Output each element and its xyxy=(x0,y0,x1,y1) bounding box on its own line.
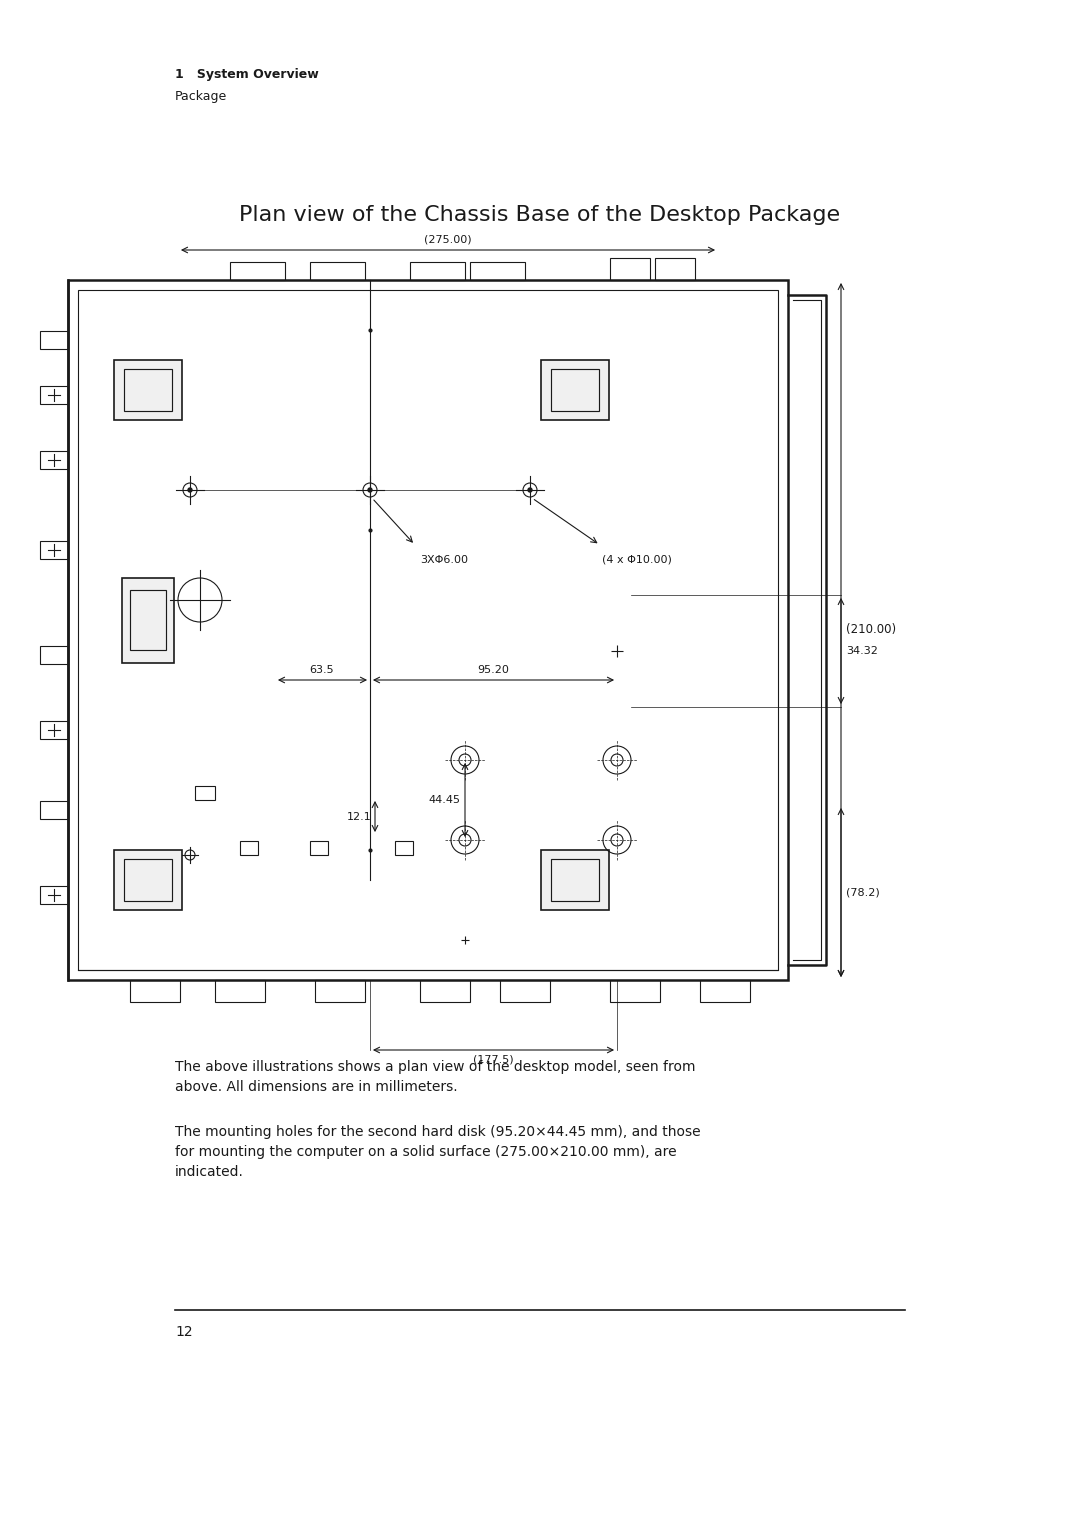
Bar xyxy=(654,258,696,280)
Bar xyxy=(40,332,68,348)
Bar xyxy=(541,850,609,911)
Text: Plan view of the Chassis Base of the Desktop Package: Plan view of the Chassis Base of the Des… xyxy=(240,205,840,225)
Bar xyxy=(310,840,328,856)
Text: 1   System Overview: 1 System Overview xyxy=(175,69,319,81)
Text: Package: Package xyxy=(175,90,227,102)
Bar xyxy=(610,258,650,280)
Bar xyxy=(40,721,68,740)
Bar xyxy=(551,859,598,902)
Text: 12.1: 12.1 xyxy=(348,811,372,822)
Bar xyxy=(40,646,68,665)
Text: (4 x Φ10.00): (4 x Φ10.00) xyxy=(602,555,672,565)
Text: 63.5: 63.5 xyxy=(310,665,335,675)
Bar xyxy=(700,979,750,1002)
Bar xyxy=(215,979,265,1002)
Bar xyxy=(420,979,470,1002)
Bar xyxy=(40,886,68,905)
Bar xyxy=(130,590,166,649)
Text: The above illustrations shows a plan view of the desktop model, seen from: The above illustrations shows a plan vie… xyxy=(175,1060,696,1074)
Bar xyxy=(410,261,465,280)
Bar xyxy=(610,979,660,1002)
Text: indicated.: indicated. xyxy=(175,1164,244,1180)
Bar xyxy=(114,850,183,911)
Circle shape xyxy=(528,487,532,492)
Circle shape xyxy=(368,487,372,492)
Text: 34.32: 34.32 xyxy=(846,646,878,656)
Text: (275.00): (275.00) xyxy=(424,235,472,244)
Text: 3XΦ6.00: 3XΦ6.00 xyxy=(420,555,468,565)
Text: 44.45: 44.45 xyxy=(428,795,460,805)
Bar xyxy=(40,801,68,819)
Bar xyxy=(40,451,68,469)
Bar xyxy=(240,840,258,856)
Bar xyxy=(122,578,174,663)
Text: (78.2): (78.2) xyxy=(846,888,880,897)
Text: (210.00): (210.00) xyxy=(846,623,896,637)
Bar xyxy=(500,979,550,1002)
Bar xyxy=(395,840,413,856)
Bar xyxy=(310,261,365,280)
Bar xyxy=(230,261,285,280)
Text: 12: 12 xyxy=(175,1325,192,1339)
Bar xyxy=(40,541,68,559)
Text: (177.5): (177.5) xyxy=(473,1054,514,1065)
Text: above. All dimensions are in millimeters.: above. All dimensions are in millimeters… xyxy=(175,1080,458,1094)
Bar xyxy=(470,261,525,280)
Bar xyxy=(114,361,183,420)
Bar xyxy=(130,979,180,1002)
Bar xyxy=(315,979,365,1002)
Text: for mounting the computer on a solid surface (275.00×210.00 mm), are: for mounting the computer on a solid sur… xyxy=(175,1144,677,1160)
Bar xyxy=(195,785,215,801)
Bar xyxy=(40,387,68,403)
Bar xyxy=(68,280,788,979)
Bar xyxy=(551,368,598,411)
Circle shape xyxy=(188,487,192,492)
Bar xyxy=(124,859,172,902)
Bar xyxy=(78,290,778,970)
Bar xyxy=(124,368,172,411)
Text: The mounting holes for the second hard disk (95.20×44.45 mm), and those: The mounting holes for the second hard d… xyxy=(175,1125,701,1138)
Text: 95.20: 95.20 xyxy=(477,665,509,675)
Bar xyxy=(541,361,609,420)
